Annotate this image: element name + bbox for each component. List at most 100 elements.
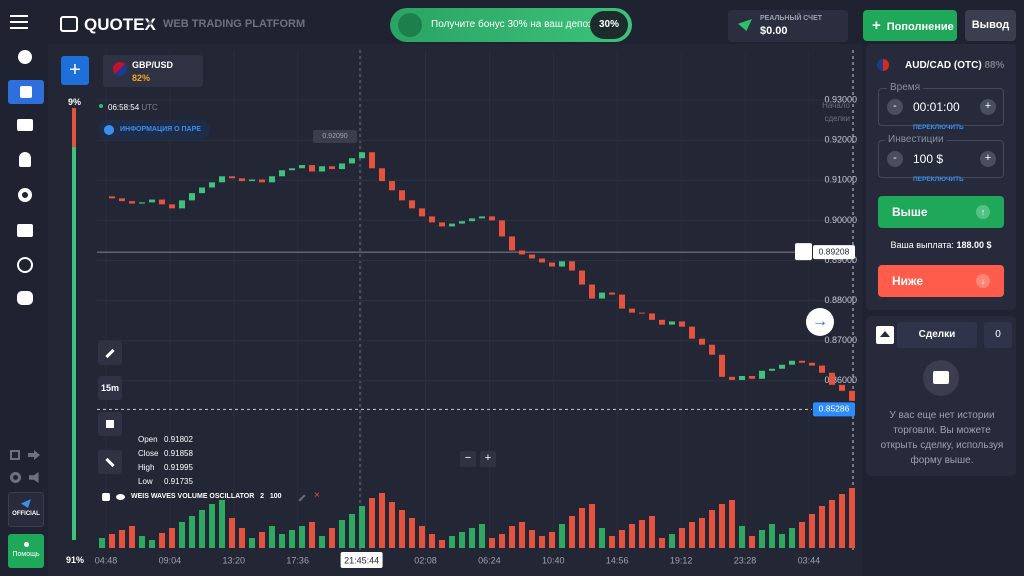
volume-bar: [579, 508, 585, 548]
volume-bar: [219, 500, 225, 548]
y-tick-label: 0.92000: [824, 135, 857, 145]
chart-type[interactable]: [98, 412, 122, 436]
sound[interactable]: [29, 472, 39, 483]
candle: [679, 321, 685, 327]
trades-toggle[interactable]: [876, 326, 894, 344]
x-tick-label: 19:12: [670, 555, 693, 565]
nav-education[interactable]: [17, 119, 33, 131]
withdraw-button[interactable]: Вывод: [965, 10, 1016, 41]
payout-value: 188.00 $: [956, 240, 992, 250]
volume-bar: [749, 536, 755, 548]
candle: [149, 199, 155, 203]
scroll-right[interactable]: →: [806, 308, 834, 336]
zoom-out[interactable]: −: [460, 451, 476, 467]
nav-stats[interactable]: [18, 188, 32, 202]
nav-profile[interactable]: [19, 152, 31, 167]
official-badge[interactable]: OFFICIAL: [8, 492, 44, 527]
nav-signal[interactable]: [17, 257, 33, 273]
ohlc-value: 0.91735: [164, 477, 193, 486]
candle: [609, 292, 615, 295]
candle: [739, 375, 745, 380]
candle: [579, 270, 585, 285]
up-label: Выше: [892, 205, 928, 219]
fullscreen[interactable]: [10, 450, 20, 460]
trades-tab[interactable]: Сделки: [897, 322, 977, 348]
account[interactable]: РЕАЛЬНЫЙ СЧЕТ $0.00: [728, 10, 848, 42]
volume-bar: [779, 534, 785, 548]
visibility[interactable]: [116, 494, 125, 500]
candle: [699, 338, 705, 345]
help-button[interactable]: Помощь: [8, 534, 44, 568]
candle: [409, 200, 415, 209]
invest-switch[interactable]: ПЕРЕКЛЮЧИТЬ: [913, 176, 964, 183]
volume-bar: [589, 504, 595, 548]
volume-bar: [709, 510, 715, 548]
candle: [449, 223, 455, 227]
down-share: 9%: [68, 97, 82, 107]
deposit-button[interactable]: + Пополнение: [863, 10, 957, 41]
volume-bar: [409, 518, 415, 548]
nav-active[interactable]: [8, 80, 44, 104]
help-label: Помощь: [12, 551, 40, 558]
time-switch[interactable]: ПЕРЕКЛЮЧИТЬ: [913, 124, 964, 131]
invest-box[interactable]: Инвестиции - 100 $ +: [878, 134, 1004, 178]
remove-indicator[interactable]: ×: [314, 490, 320, 501]
ohlc-label: Low: [138, 477, 153, 486]
volume-bar: [429, 534, 435, 548]
candle: [249, 179, 255, 182]
time: 06:58:54: [108, 103, 140, 112]
candle: [129, 201, 135, 204]
volume-bar: [309, 522, 315, 548]
candle: [219, 176, 225, 183]
pair-info[interactable]: ИНФОРМАЦИЯ О ПАРЕ: [98, 120, 210, 140]
volume-bar: [379, 493, 385, 548]
arrow-icon[interactable]: [28, 450, 40, 460]
draw-tool[interactable]: [98, 341, 122, 365]
add-chart[interactable]: +: [61, 56, 89, 85]
invest-minus[interactable]: -: [887, 151, 903, 167]
official-label: OFFICIAL: [12, 511, 40, 517]
candle: [179, 200, 185, 209]
invest-plus[interactable]: +: [980, 151, 996, 167]
volume-bar: [209, 504, 215, 548]
candle: [439, 222, 445, 227]
asset-tab[interactable]: GBP/USD 82%: [103, 55, 203, 87]
bonus-banner[interactable]: Получите бонус 30% на ваш депозит 30%: [390, 8, 632, 42]
volume-bar: [239, 528, 245, 548]
menu[interactable]: [10, 15, 28, 29]
nav-shop[interactable]: [17, 224, 33, 237]
volume-bar: [109, 534, 115, 548]
ohlc-label: Close: [138, 449, 159, 458]
y-tick-label: 0.89000: [824, 255, 857, 265]
help-icon[interactable]: [18, 50, 32, 64]
payout: Ваша выплата: 188.00 $: [866, 240, 1016, 250]
x-tick-label: 03:44: [798, 555, 821, 565]
time-plus[interactable]: +: [980, 99, 996, 115]
time-minus[interactable]: -: [887, 99, 903, 115]
volume-bar: [199, 510, 205, 548]
balance: $0.00: [760, 25, 788, 37]
candle: [109, 196, 115, 199]
settings[interactable]: [10, 472, 21, 483]
timeframe[interactable]: 15m: [98, 376, 122, 400]
nav-coins[interactable]: [17, 291, 33, 305]
candle: [819, 365, 825, 373]
volume-bar: [439, 540, 445, 548]
volume-bar: [479, 524, 485, 548]
indicators[interactable]: [98, 450, 122, 474]
up-button[interactable]: Выше ↑: [878, 196, 1004, 228]
candle: [809, 362, 815, 366]
volume-bar: [559, 524, 565, 548]
trades-card: Сделки 0 У вас еще нет истории торговли.…: [866, 316, 1016, 476]
candle: [289, 168, 295, 171]
asset-payout: 82%: [132, 73, 151, 83]
candle: [419, 208, 425, 217]
volume-bar: [369, 498, 375, 548]
zoom-in[interactable]: +: [480, 451, 496, 467]
time-box[interactable]: Время - 00:01:00 +: [878, 82, 1004, 126]
down-button[interactable]: Ниже ↓: [878, 265, 1004, 297]
volume-bar: [389, 502, 395, 548]
indicator-name: WEIS WAVES VOLUME OSCILLATOR: [131, 493, 255, 500]
clock: 06:58:54 UTC: [108, 103, 158, 112]
collapse[interactable]: [102, 493, 110, 501]
